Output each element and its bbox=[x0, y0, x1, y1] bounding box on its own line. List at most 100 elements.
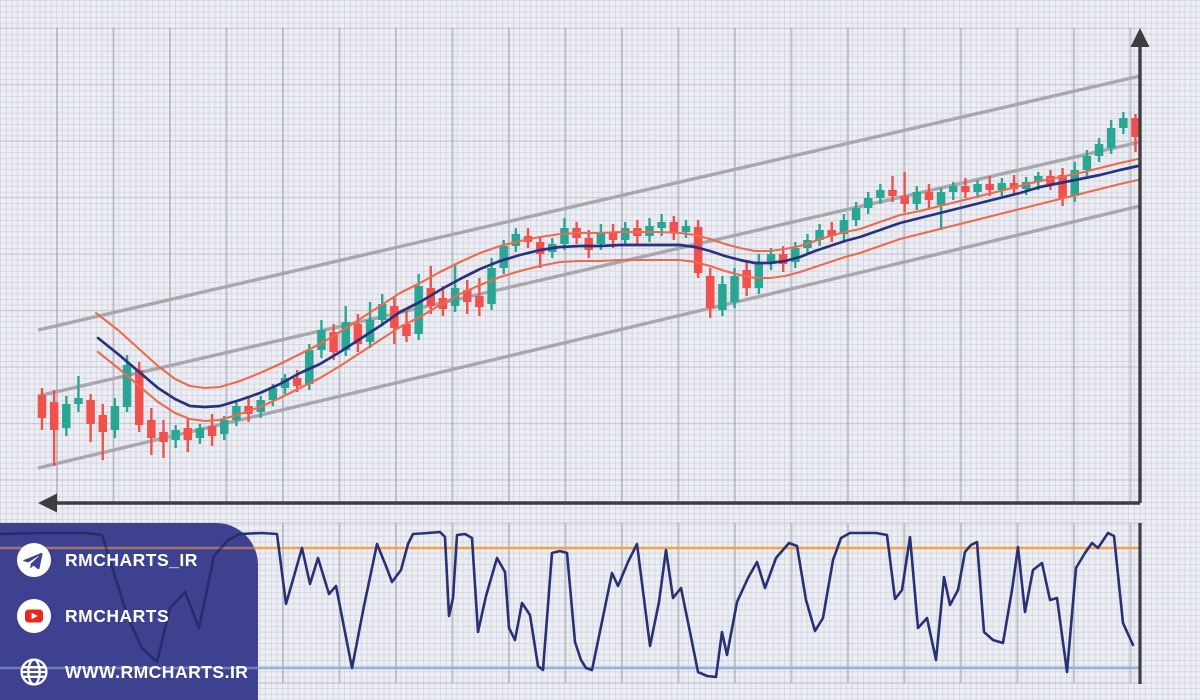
candle-body bbox=[1046, 176, 1055, 184]
youtube-row: RMCHARTS bbox=[16, 591, 258, 641]
axes-group bbox=[38, 28, 1150, 513]
branding-rows: RMCHARTS_IR RMCHARTS bbox=[0, 523, 258, 700]
candle-body bbox=[596, 232, 606, 244]
candle-body bbox=[232, 406, 241, 420]
candle-body bbox=[608, 232, 618, 240]
candle-body bbox=[681, 226, 691, 232]
candle-body bbox=[657, 222, 666, 228]
candle-body bbox=[693, 227, 703, 273]
oscillator-line bbox=[0, 530, 1135, 679]
band-lower bbox=[96, 178, 1140, 423]
globe-icon bbox=[20, 658, 48, 686]
candle-body bbox=[535, 242, 545, 254]
candle-body bbox=[86, 400, 95, 424]
y-axis-arrow bbox=[1130, 28, 1150, 47]
candle-body bbox=[220, 420, 229, 434]
candle-body bbox=[876, 190, 885, 198]
candle-body bbox=[754, 262, 764, 288]
candle-body bbox=[973, 184, 982, 192]
candle-body bbox=[414, 286, 423, 334]
overlay-lines bbox=[94, 157, 1140, 423]
candle-body bbox=[353, 324, 363, 344]
candle-body bbox=[936, 192, 946, 205]
candle-body bbox=[912, 192, 922, 204]
candle-body bbox=[742, 270, 751, 288]
candle-body bbox=[147, 420, 156, 438]
candle-body bbox=[487, 268, 496, 304]
candle-body bbox=[1106, 128, 1116, 148]
candle-body bbox=[1119, 118, 1128, 128]
candle-body bbox=[292, 378, 302, 386]
candle-body bbox=[839, 220, 849, 234]
x-axis-arrow bbox=[38, 493, 57, 513]
candle-body bbox=[827, 230, 836, 236]
telegram-icon bbox=[17, 543, 51, 577]
candle-body bbox=[122, 365, 132, 407]
candle-body bbox=[766, 254, 776, 262]
candle-body bbox=[280, 378, 290, 388]
candle-body bbox=[110, 406, 120, 430]
candle-body bbox=[863, 198, 873, 208]
candle-body bbox=[195, 428, 205, 438]
candle-body bbox=[560, 228, 569, 244]
candle-body bbox=[37, 395, 47, 418]
candle-body bbox=[584, 238, 593, 250]
candle-body bbox=[669, 222, 679, 232]
candle-body bbox=[985, 184, 994, 190]
candle-body bbox=[511, 234, 521, 246]
candle-body bbox=[475, 296, 484, 307]
youtube-icon bbox=[17, 599, 51, 633]
candle-body bbox=[134, 370, 144, 425]
candle-body bbox=[74, 398, 83, 404]
trend-channel-lines bbox=[37, 74, 1141, 470]
band-upper bbox=[94, 157, 1140, 390]
candle-body bbox=[815, 230, 824, 240]
candle-body bbox=[207, 426, 217, 436]
candle-body bbox=[305, 350, 314, 384]
candle-body bbox=[1034, 176, 1043, 182]
candle-body bbox=[62, 404, 71, 428]
website-url: WWW.RMCHARTS.IR bbox=[65, 661, 249, 682]
candle-body bbox=[402, 324, 411, 336]
candle-body bbox=[1009, 183, 1019, 189]
candle-body bbox=[98, 415, 107, 432]
channel-line bbox=[37, 74, 1141, 332]
candle-body bbox=[329, 332, 338, 352]
channel-line bbox=[37, 140, 1141, 398]
candle-body bbox=[888, 190, 897, 196]
candle-body bbox=[377, 304, 387, 320]
candle-body bbox=[159, 432, 168, 442]
candle-body bbox=[183, 428, 193, 440]
candle-body bbox=[463, 290, 472, 302]
candle-body bbox=[49, 402, 59, 430]
website-row: WWW.RMCHARTS.IR bbox=[16, 647, 258, 697]
telegram-handle: RMCHARTS_IR bbox=[65, 549, 198, 570]
candle-body bbox=[1094, 144, 1104, 156]
candle-body bbox=[1058, 175, 1067, 198]
candle-body bbox=[997, 183, 1007, 190]
candle-body bbox=[1070, 170, 1079, 196]
candle-body bbox=[1082, 156, 1092, 170]
candle-body bbox=[268, 388, 278, 400]
candle-body bbox=[171, 430, 180, 440]
candle-body bbox=[499, 246, 508, 268]
candle-body bbox=[1131, 118, 1140, 137]
telegram-row: RMCHARTS_IR bbox=[16, 535, 258, 585]
candle-body bbox=[924, 192, 934, 200]
candle-body bbox=[706, 276, 715, 308]
candles-group bbox=[37, 112, 1140, 466]
candle-body bbox=[718, 284, 727, 310]
candle-body bbox=[791, 248, 800, 262]
youtube-handle: RMCHARTS bbox=[65, 605, 170, 626]
candle-body bbox=[949, 186, 958, 192]
branding-panel: RMCHARTS_IR RMCHARTS bbox=[0, 523, 258, 700]
ma-navy bbox=[96, 164, 1140, 409]
candle-body bbox=[778, 254, 788, 264]
candle-body bbox=[317, 330, 326, 350]
candle-body bbox=[620, 228, 630, 240]
candle-body bbox=[961, 186, 970, 192]
candle-body bbox=[900, 196, 909, 204]
candle-body bbox=[341, 322, 350, 350]
candle-body bbox=[730, 276, 739, 302]
